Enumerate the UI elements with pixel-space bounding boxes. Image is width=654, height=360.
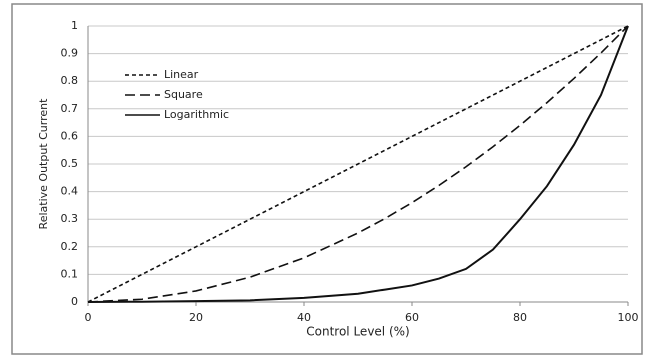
y-tick-label: 0.2: [61, 240, 79, 253]
legend-label: Linear: [164, 68, 199, 81]
x-tick-label: 100: [618, 311, 639, 324]
y-tick-label: 0.3: [61, 212, 79, 225]
legend-label: Square: [164, 88, 203, 101]
y-tick-label: 1: [71, 19, 78, 32]
y-axis-label: Relative Output Current: [37, 98, 50, 230]
y-tick-label: 0: [71, 295, 78, 308]
x-tick-label: 20: [189, 311, 203, 324]
y-tick-label: 0.1: [61, 267, 79, 280]
x-tick-label: 60: [405, 311, 419, 324]
y-tick-label: 0.5: [61, 157, 79, 170]
y-tick-label: 0.7: [61, 102, 79, 115]
series-line: [87, 25, 629, 303]
x-axis-label: Control Level (%): [306, 325, 409, 339]
series-line: [87, 25, 629, 303]
y-tick-label: 0.6: [61, 129, 79, 142]
x-tick-label: 0: [85, 311, 92, 324]
x-tick-label: 40: [297, 311, 311, 324]
series-line: [87, 25, 629, 303]
y-tick-label: 0.8: [61, 74, 79, 87]
y-tick-label: 0.4: [61, 185, 79, 198]
x-tick-label: 80: [513, 311, 527, 324]
y-tick-label: 0.9: [61, 47, 79, 60]
legend-label: Logarithmic: [164, 108, 229, 121]
